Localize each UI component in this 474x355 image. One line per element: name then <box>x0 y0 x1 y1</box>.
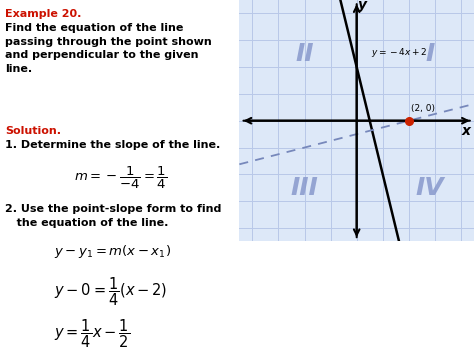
Text: II: II <box>295 42 314 66</box>
Text: $y = -4x + 2$: $y = -4x + 2$ <box>371 46 428 59</box>
Text: IV: IV <box>415 176 444 200</box>
Text: Solution.: Solution. <box>5 126 61 136</box>
Text: x: x <box>462 124 471 138</box>
Text: Find the equation of the line
passing through the point shown
and perpendicular : Find the equation of the line passing th… <box>5 23 212 74</box>
Text: $m = -\dfrac{1}{-4} = \dfrac{1}{4}$: $m = -\dfrac{1}{-4} = \dfrac{1}{4}$ <box>74 165 167 191</box>
Text: 2. Use the point-slope form to find
   the equation of the line.: 2. Use the point-slope form to find the … <box>5 204 221 228</box>
Text: y: y <box>358 0 367 12</box>
Text: $y - 0 = \dfrac{1}{4}(x - 2)$: $y - 0 = \dfrac{1}{4}(x - 2)$ <box>54 275 168 308</box>
Text: 1. Determine the slope of the line.: 1. Determine the slope of the line. <box>5 140 220 150</box>
Text: (2, 0): (2, 0) <box>411 104 436 113</box>
Text: Example 20.: Example 20. <box>5 9 82 19</box>
Text: $y - y_1 = m(x - x_1)$: $y - y_1 = m(x - x_1)$ <box>54 243 171 260</box>
Text: III: III <box>291 176 319 200</box>
Text: $y = \dfrac{1}{4}x - \dfrac{1}{2}$: $y = \dfrac{1}{4}x - \dfrac{1}{2}$ <box>54 318 130 350</box>
Text: I: I <box>425 42 434 66</box>
